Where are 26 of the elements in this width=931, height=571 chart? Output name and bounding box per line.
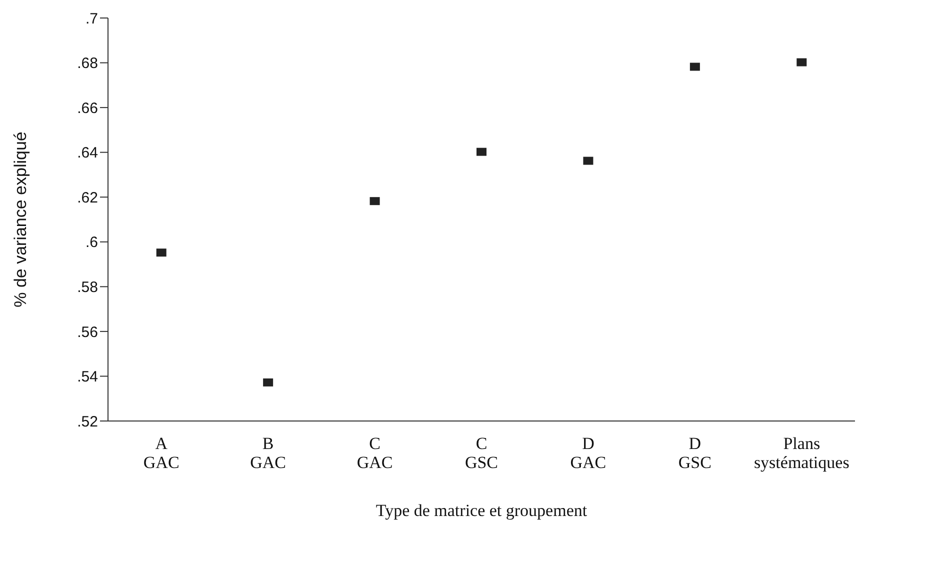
point (370, 197, 380, 206)
x-tick-label: C GSC (464, 434, 498, 472)
x-tick-label: D GAC (570, 434, 606, 472)
y-tick-label: .68 (77, 55, 98, 72)
y-tick-label: .6 (85, 234, 98, 252)
x-axis-title: Type de matrice et groupement (376, 501, 588, 520)
x-tick-label: Plans systématiques (754, 434, 850, 472)
point (690, 62, 700, 71)
x-tick-label: B GAC (250, 434, 286, 472)
point (156, 248, 166, 257)
point (263, 378, 274, 386)
point (583, 156, 594, 165)
y-axis-title: % de variance expliqué (11, 132, 30, 308)
y-tick-label: .64 (77, 144, 98, 162)
y-tick-label: .56 (77, 324, 98, 341)
y-tick-label: .54 (77, 368, 98, 386)
x-tick-label: C GAC (356, 434, 393, 472)
x-tick-label: D GSC (678, 434, 712, 472)
y-tick-label: .52 (77, 413, 98, 430)
point (796, 58, 807, 66)
y-tick-label: .62 (77, 189, 98, 206)
x-tick-label: A GAC (143, 434, 180, 472)
y-tick-label: .66 (77, 100, 98, 117)
point (476, 148, 486, 156)
y-tick-label: .7 (85, 10, 98, 28)
y-tick-label: .58 (77, 278, 98, 296)
